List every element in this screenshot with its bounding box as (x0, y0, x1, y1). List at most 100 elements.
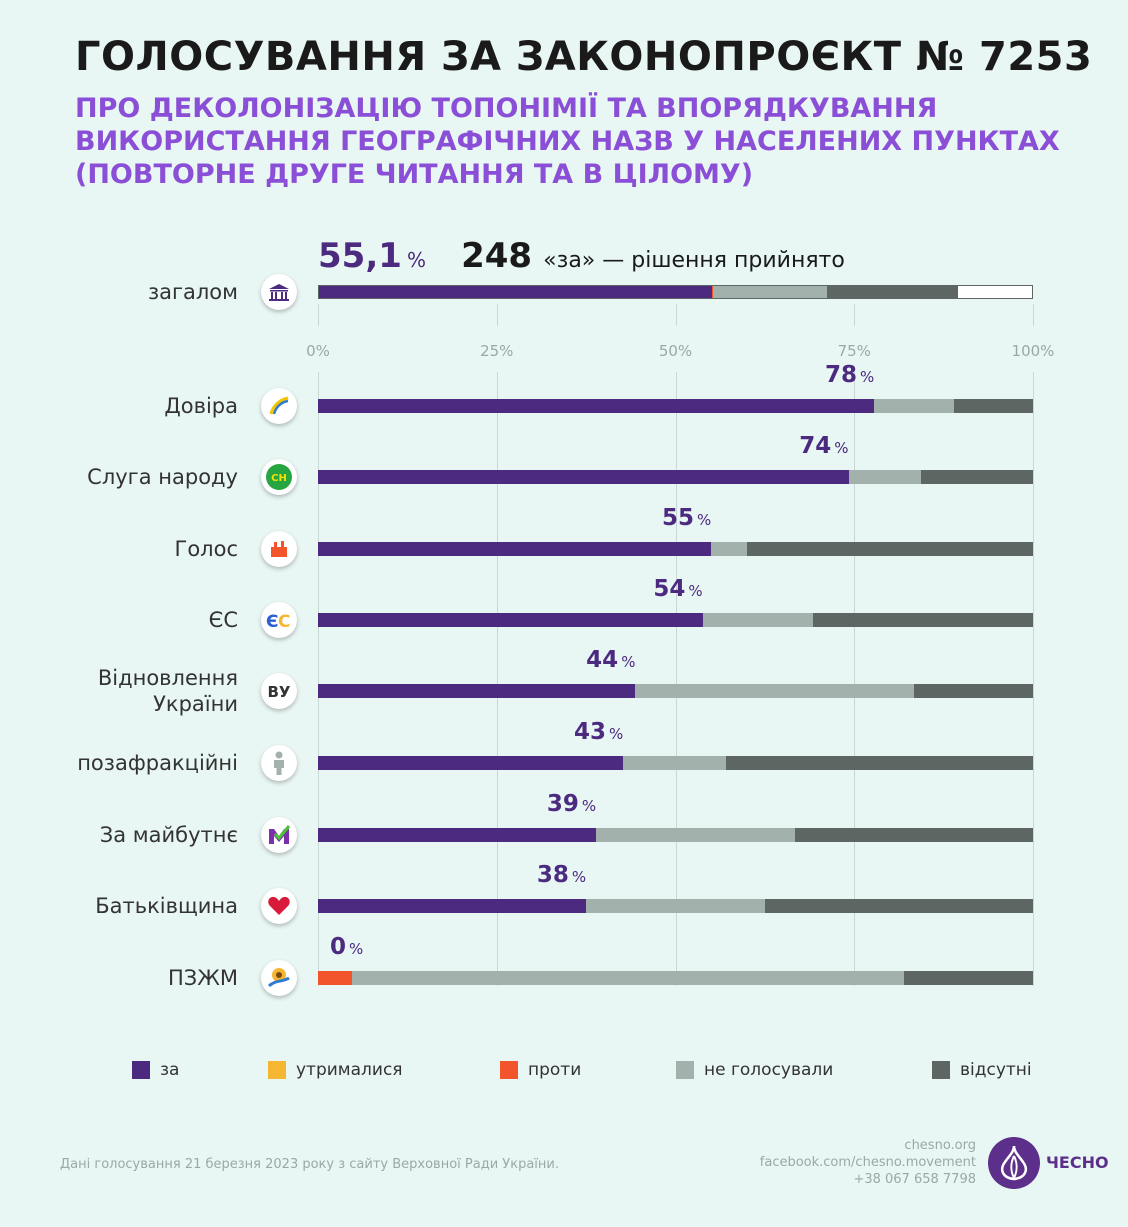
legend-item: відсутні (932, 1060, 1032, 1080)
data-label: 44% (586, 647, 636, 673)
data-label: 54% (653, 576, 703, 602)
svg-text:СН: СН (271, 473, 287, 484)
bar-segment (826, 286, 958, 298)
bar-segment (711, 286, 714, 298)
contact-phone: +38 067 658 7798 (853, 1172, 976, 1187)
chesno-garlic-logo-icon (988, 1137, 1040, 1189)
bar-segment (957, 286, 1032, 298)
svg-text:Є: Є (266, 612, 278, 632)
category-label: Голос (174, 537, 238, 561)
source-note: Дані голосування 21 березня 2023 року з … (60, 1157, 559, 1172)
gridline (854, 304, 856, 326)
summary-percent-unit: % (406, 248, 426, 272)
svg-text:ВУ: ВУ (268, 683, 291, 701)
legend-item: не голосували (676, 1060, 833, 1080)
gridline (318, 372, 319, 986)
stacked-bar (318, 399, 1033, 413)
legend-label: відсутні (960, 1060, 1032, 1080)
bar-segment (702, 613, 813, 627)
stacked-bar (318, 470, 1033, 484)
data-label: 74% (799, 433, 849, 459)
legend-swatch (268, 1061, 286, 1079)
vote-summary: 55,1 % 248 «за» — рішення прийнято (318, 236, 845, 276)
data-label: 55% (661, 505, 712, 531)
parliament-icon (261, 274, 297, 310)
category-label: Батьківщина (95, 894, 238, 918)
bar-segment (812, 613, 1033, 627)
category-label: ЄС (208, 608, 238, 632)
vu-logo-icon: ВУ (261, 673, 297, 709)
gridline (496, 372, 498, 986)
bar-segment (904, 971, 1033, 985)
gridline (675, 304, 677, 326)
category-label: За майбутнє (99, 823, 238, 847)
data-label: 39% (546, 791, 597, 817)
legend-swatch (132, 1061, 150, 1079)
bar-segment (713, 286, 827, 298)
subtitle-line: ПРО ДЕКОЛОНІЗАЦІЮ ТОПОНІМІЇ ТА ВПОРЯДКУВ… (75, 93, 938, 124)
data-label: 38% (536, 862, 587, 888)
category-label: загалом (147, 280, 238, 304)
data-label: 43% (574, 719, 624, 745)
page-title: ГОЛОСУВАННЯ ЗА ЗАКОНОПРОЄКТ № 7253 (75, 34, 1093, 80)
gridline (496, 304, 498, 326)
legend-label: не голосували (704, 1060, 834, 1080)
bar-segment (794, 828, 1033, 842)
category-label: Слуга народу (87, 465, 238, 489)
bar-segment (318, 470, 849, 484)
legend-label: проти (528, 1060, 582, 1080)
bar-segment (913, 684, 1033, 698)
gridline (854, 372, 856, 986)
stacked-bar (318, 828, 1033, 842)
category-label: ПЗЖМ (168, 966, 238, 990)
pzzhm-logo-icon (261, 960, 297, 996)
dovira-logo-icon (261, 388, 297, 424)
bar-segment (635, 684, 914, 698)
bar-segment (318, 756, 624, 770)
contacts: chesno.org facebook.com/chesno.movement … (760, 1137, 976, 1188)
holos-logo-icon (261, 531, 297, 567)
bar-segment (596, 828, 795, 842)
gridline (1033, 372, 1034, 986)
stacked-bar (318, 971, 1033, 985)
legend-swatch (676, 1061, 694, 1079)
stacked-bar (318, 899, 1033, 913)
legend-item: утрималися (268, 1060, 403, 1080)
subtitle-line: ВИКОРИСТАННЯ ГЕОГРАФІЧНИХ НАЗВ У НАСЕЛЕН… (75, 126, 1060, 157)
bar-segment (318, 971, 352, 985)
stacked-bar (318, 542, 1033, 556)
bar-segment (318, 684, 636, 698)
bar-segment (318, 899, 587, 913)
x-tick-label: 50% (658, 342, 693, 360)
page-subtitle: ПРО ДЕКОЛОНІЗАЦІЮ ТОПОНІМІЇ ТА ВПОРЯДКУВ… (75, 92, 1075, 191)
brand-name: ЧЕСНО (1046, 1153, 1109, 1172)
legend-label: утрималися (296, 1060, 403, 1080)
legend-item: за (132, 1060, 179, 1080)
x-tick-label: 75% (837, 342, 871, 360)
bar-segment (318, 613, 703, 627)
bar-segment (874, 399, 954, 413)
bar-segment (953, 399, 1033, 413)
subtitle-line: (ПОВТОРНЕ ДРУГЕ ЧИТАННЯ ТА В ЦІЛОМУ) (75, 159, 754, 190)
bar-segment (319, 286, 712, 298)
bar-segment (351, 971, 905, 985)
legend-swatch (932, 1061, 950, 1079)
bar-segment (725, 756, 1033, 770)
contact-facebook[interactable]: facebook.com/chesno.movement (759, 1155, 976, 1170)
x-tick-label: 0% (306, 342, 330, 360)
legend-swatch (500, 1061, 518, 1079)
bar-segment (318, 542, 712, 556)
stacked-bar (318, 613, 1033, 627)
bar-segment (586, 899, 765, 913)
stacked-bar (318, 684, 1033, 698)
category-label: позафракційні (77, 751, 238, 775)
category-label: Довіра (164, 394, 238, 418)
gridline (675, 372, 677, 986)
legend-label: за (160, 1060, 180, 1080)
contact-website[interactable]: chesno.org (904, 1138, 976, 1153)
bar-segment (747, 542, 1033, 556)
bar-segment (764, 899, 1033, 913)
gridline (1033, 304, 1034, 326)
za-maibutnie-logo-icon (261, 817, 297, 853)
